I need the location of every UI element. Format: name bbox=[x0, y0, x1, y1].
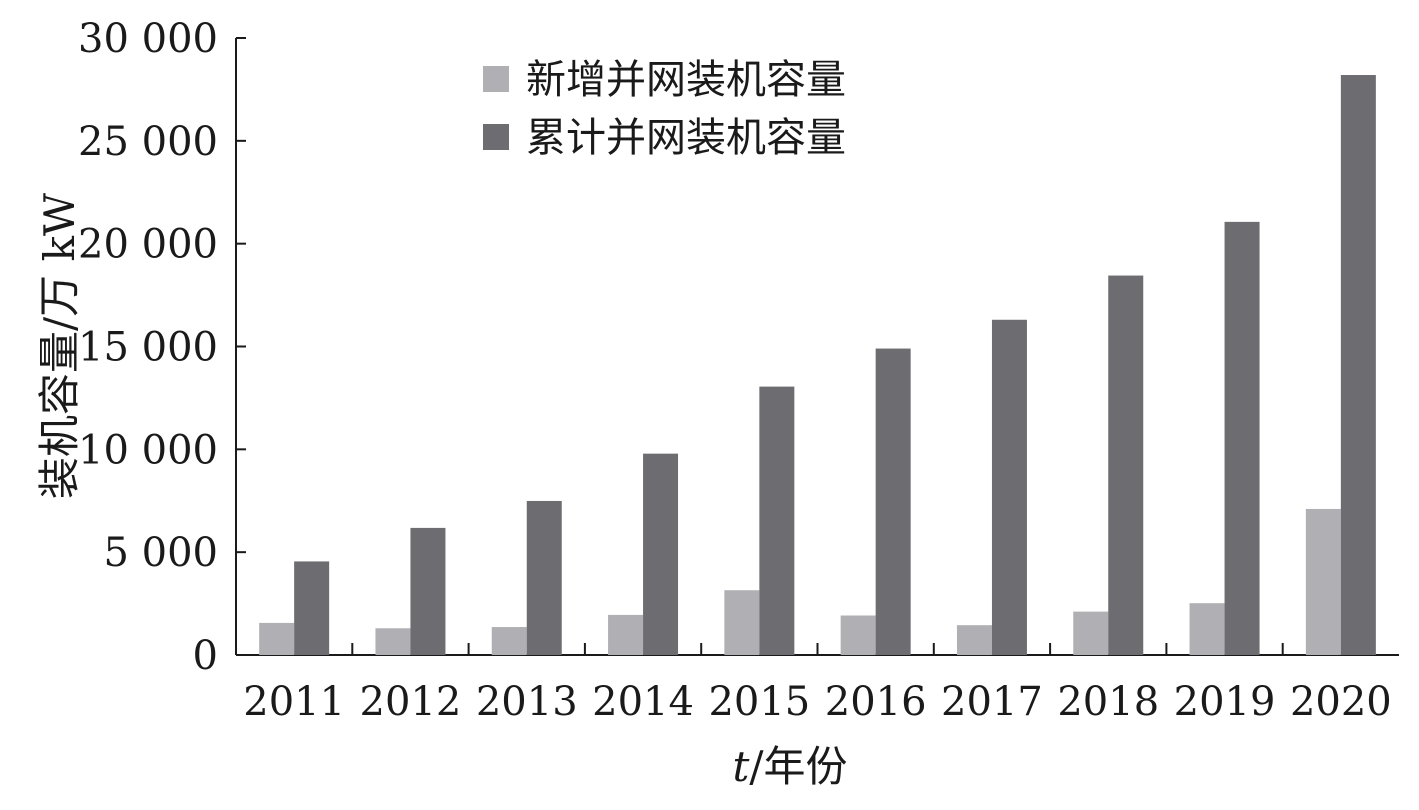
legend-swatch-cumulative bbox=[483, 124, 509, 150]
y-tick-label: 5 000 bbox=[103, 530, 218, 576]
legend: 新增并网装机容量 累计并网装机容量 bbox=[483, 57, 846, 161]
x-ticks bbox=[351, 643, 1284, 655]
y-tick-label: 25 000 bbox=[78, 119, 218, 165]
bar-new-2017 bbox=[956, 625, 992, 655]
x-tick-label: 2014 bbox=[592, 679, 694, 725]
bar-cumulative-2014 bbox=[643, 453, 679, 655]
x-tick-label: 2012 bbox=[360, 679, 462, 725]
x-tick-labels: 2011 2012 2013 2014 2015 2016 2017 2018 2019 2020 bbox=[243, 679, 1391, 725]
bar-cumulative-2019 bbox=[1224, 221, 1260, 655]
bar-new-2014 bbox=[608, 614, 644, 655]
bar-cumulative-2012 bbox=[410, 527, 446, 655]
y-tick-label: 20 000 bbox=[78, 222, 218, 268]
bar-cumulative-2011 bbox=[294, 561, 330, 655]
x-tick-label: 2017 bbox=[941, 679, 1043, 725]
x-axis-title: t/年份 bbox=[732, 742, 847, 791]
bar-new-2018 bbox=[1073, 611, 1109, 655]
legend-swatch-new bbox=[483, 66, 509, 92]
bar-new-2015 bbox=[724, 590, 760, 655]
bar-cumulative-2017 bbox=[991, 319, 1027, 655]
y-tick-label: 10 000 bbox=[78, 427, 218, 473]
bars bbox=[259, 75, 1376, 655]
y-ticks: 0 5 000 10 000 15 000 20 000 25 000 30 000 bbox=[78, 16, 246, 679]
x-tick-label: 2016 bbox=[825, 679, 927, 725]
y-tick-label: 0 bbox=[193, 633, 218, 679]
bar-cumulative-2018 bbox=[1108, 275, 1144, 655]
bar-new-2020 bbox=[1305, 508, 1341, 655]
y-axis-title: 装机容量/万 kW bbox=[35, 192, 84, 499]
bar-new-2019 bbox=[1189, 603, 1225, 655]
x-tick-label: 2020 bbox=[1290, 679, 1392, 725]
bar-new-2011 bbox=[259, 622, 295, 655]
y-tick-label: 15 000 bbox=[78, 325, 218, 371]
x-axis-variable: t bbox=[732, 742, 749, 791]
bar-cumulative-2013 bbox=[526, 500, 562, 655]
legend-label-cumulative: 累计并网装机容量 bbox=[526, 115, 846, 161]
x-tick-label: 2013 bbox=[476, 679, 578, 725]
bar-new-2013 bbox=[491, 627, 527, 655]
bar-new-2016 bbox=[840, 615, 876, 655]
x-tick-label: 2019 bbox=[1174, 679, 1276, 725]
x-tick-label: 2018 bbox=[1057, 679, 1159, 725]
x-axis-unit: /年份 bbox=[749, 742, 847, 791]
x-tick-label: 2015 bbox=[708, 679, 810, 725]
y-tick-label: 30 000 bbox=[78, 16, 218, 62]
legend-label-new: 新增并网装机容量 bbox=[526, 57, 846, 103]
x-tick-label: 2011 bbox=[243, 679, 345, 725]
bar-new-2012 bbox=[375, 628, 411, 655]
bar-cumulative-2016 bbox=[875, 348, 911, 655]
bar-cumulative-2020 bbox=[1340, 75, 1376, 655]
bar-cumulative-2015 bbox=[759, 386, 795, 655]
